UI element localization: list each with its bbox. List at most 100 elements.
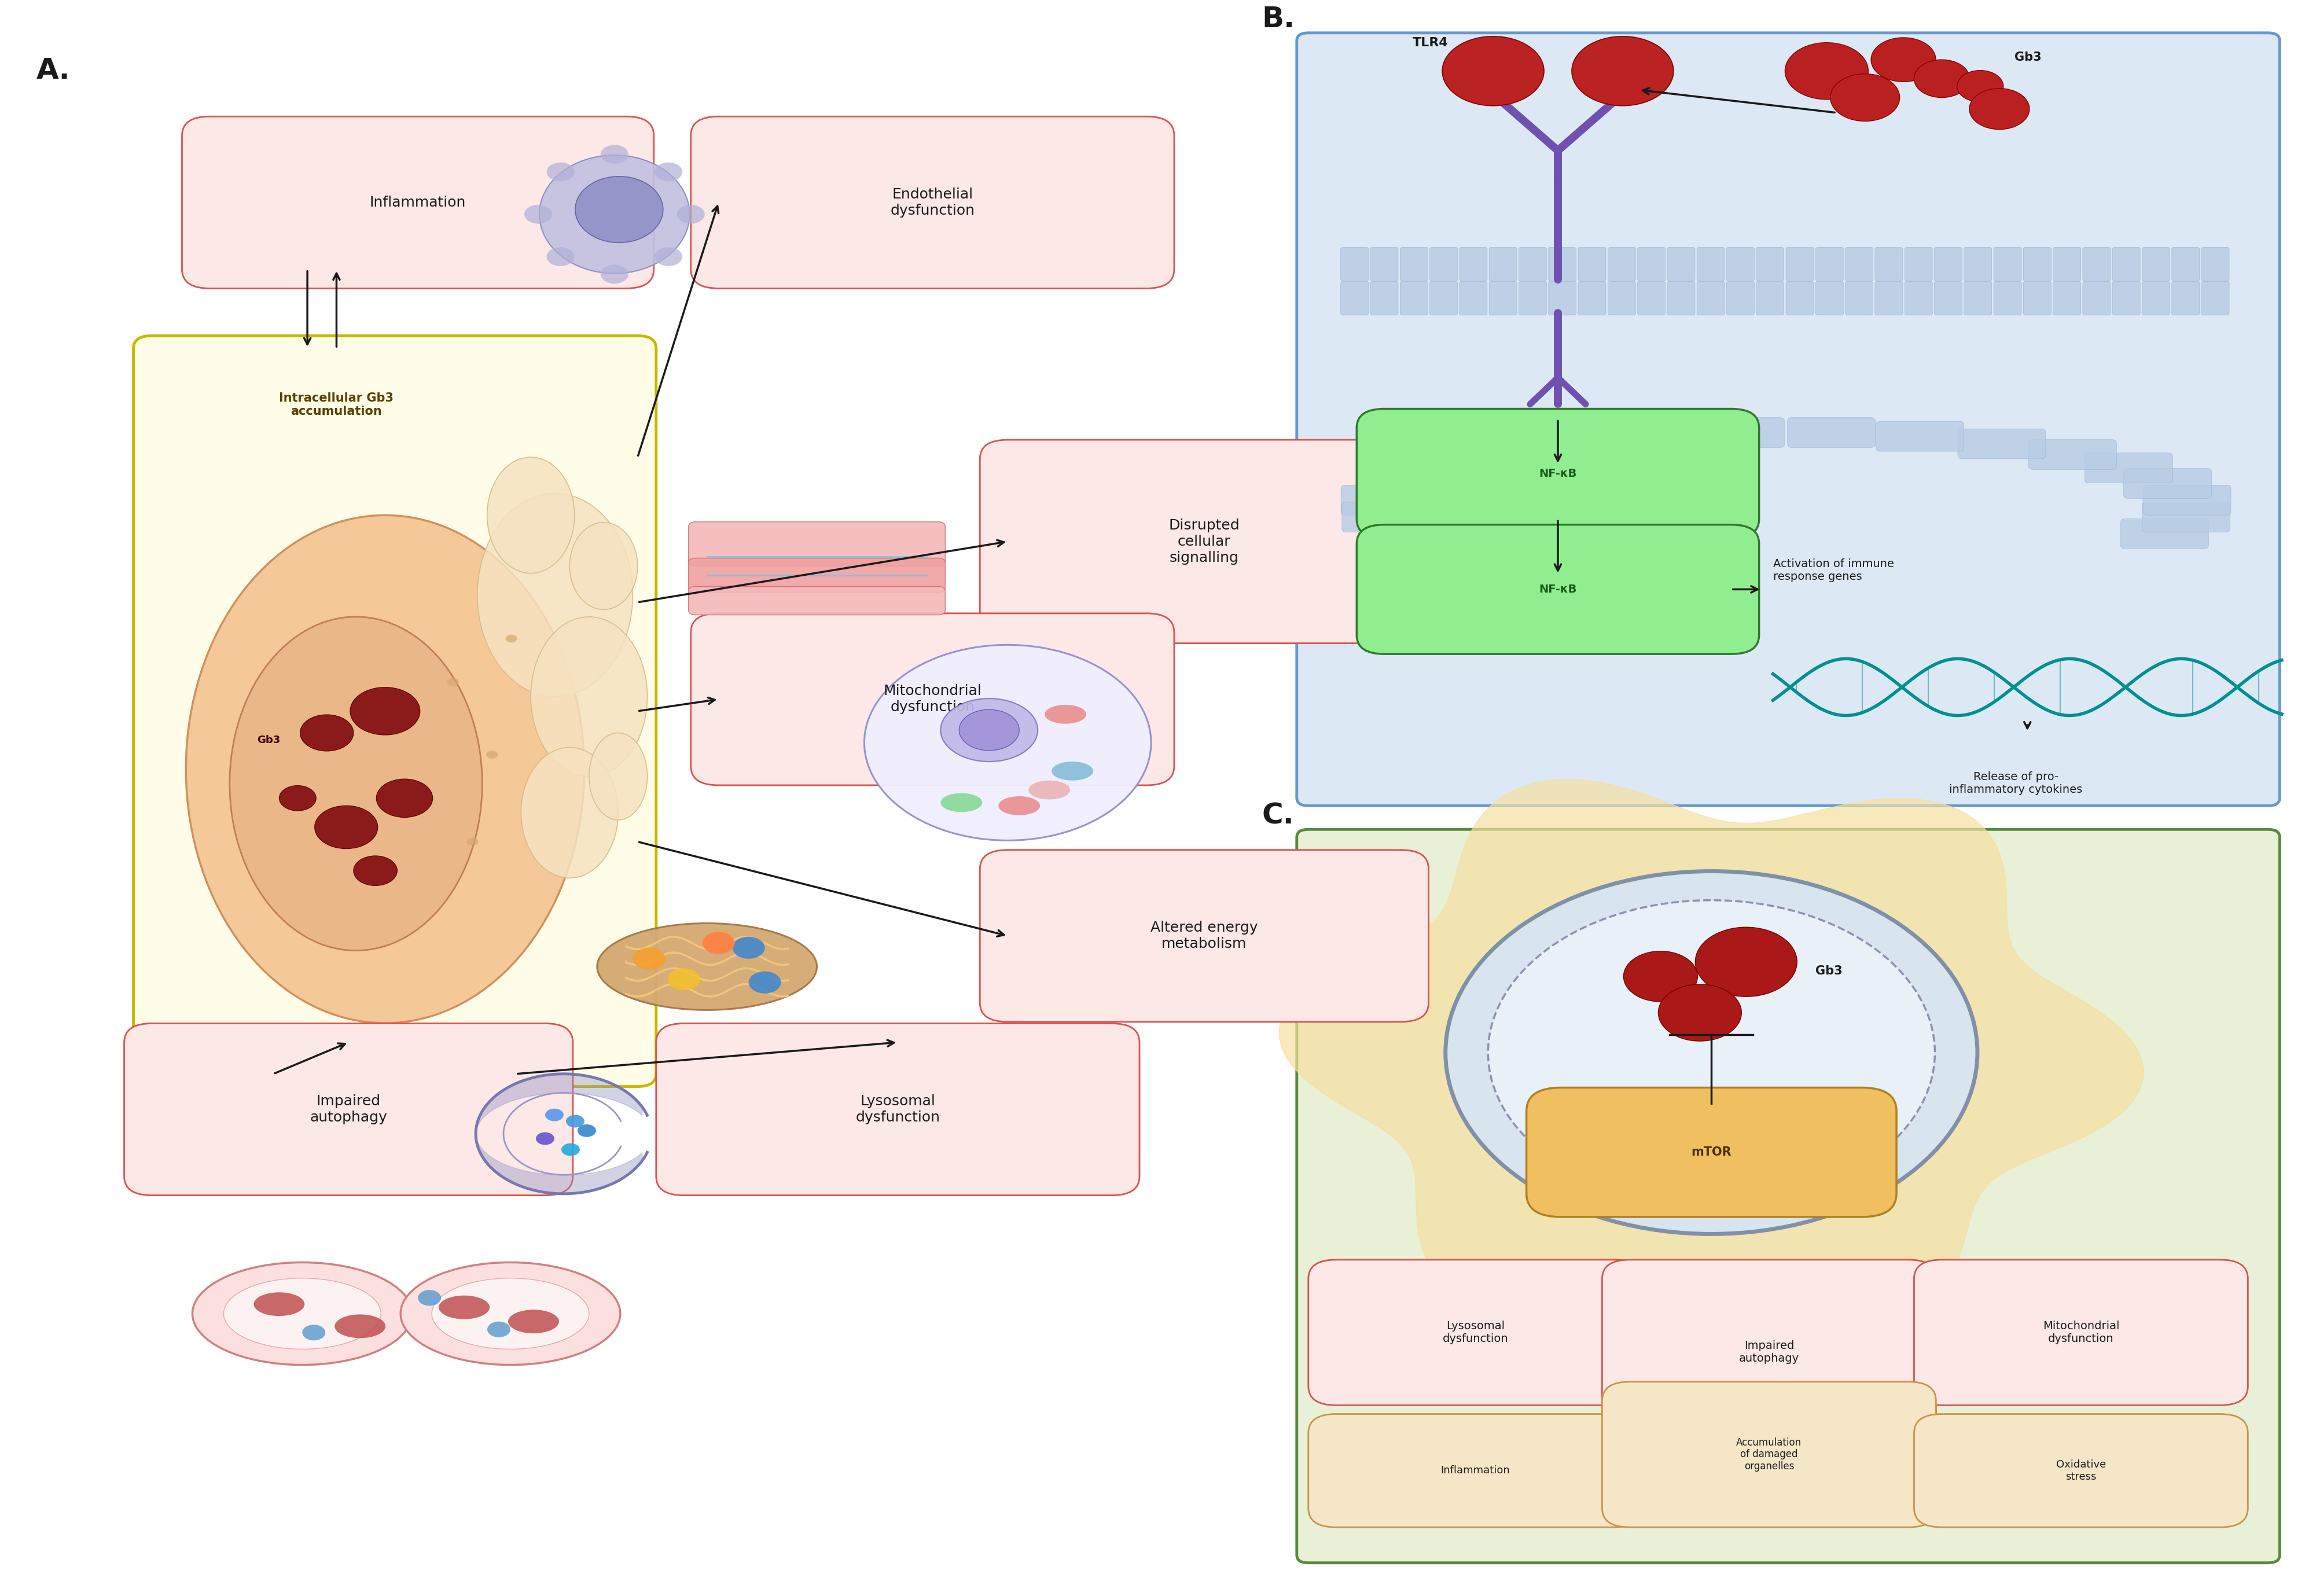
Circle shape: [864, 645, 1151, 841]
FancyBboxPatch shape: [1846, 247, 1874, 281]
Circle shape: [486, 1321, 510, 1337]
FancyBboxPatch shape: [134, 335, 655, 1087]
Circle shape: [1969, 88, 2029, 129]
FancyBboxPatch shape: [2082, 281, 2110, 314]
FancyBboxPatch shape: [2142, 485, 2230, 516]
Ellipse shape: [598, 922, 818, 1010]
Circle shape: [544, 1109, 563, 1122]
Circle shape: [350, 688, 419, 734]
Ellipse shape: [574, 177, 662, 243]
Circle shape: [1443, 37, 1545, 105]
Text: Altered energy
metabolism: Altered energy metabolism: [1151, 921, 1258, 951]
Ellipse shape: [225, 1278, 380, 1349]
Ellipse shape: [229, 616, 482, 951]
Circle shape: [354, 855, 398, 886]
FancyBboxPatch shape: [125, 1023, 572, 1195]
FancyBboxPatch shape: [1698, 281, 1725, 314]
Circle shape: [702, 932, 734, 954]
FancyBboxPatch shape: [2124, 468, 2212, 498]
FancyBboxPatch shape: [2082, 247, 2110, 281]
Text: Gb3: Gb3: [1816, 966, 1844, 977]
FancyBboxPatch shape: [1876, 281, 1904, 314]
FancyBboxPatch shape: [1756, 247, 1783, 281]
FancyBboxPatch shape: [1341, 485, 1429, 516]
Text: NF-κB: NF-κB: [1538, 468, 1577, 479]
Circle shape: [1624, 951, 1698, 1002]
Text: Release of pro-
inflammatory cytokines: Release of pro- inflammatory cytokines: [1950, 771, 2082, 795]
Circle shape: [565, 1116, 584, 1127]
Circle shape: [600, 145, 628, 164]
FancyBboxPatch shape: [1788, 418, 1876, 447]
Ellipse shape: [507, 1310, 558, 1333]
Circle shape: [1957, 70, 2003, 102]
Circle shape: [547, 247, 574, 267]
FancyBboxPatch shape: [2121, 519, 2209, 549]
Circle shape: [600, 265, 628, 284]
FancyBboxPatch shape: [1357, 525, 1760, 654]
Text: Gb3: Gb3: [257, 734, 280, 745]
Text: Mitochondrial
dysfunction: Mitochondrial dysfunction: [2043, 1320, 2119, 1344]
Circle shape: [732, 937, 764, 959]
Ellipse shape: [998, 796, 1040, 816]
FancyBboxPatch shape: [1454, 439, 1542, 469]
FancyBboxPatch shape: [1846, 281, 1874, 314]
FancyBboxPatch shape: [1309, 1414, 1642, 1527]
Circle shape: [486, 750, 498, 758]
FancyBboxPatch shape: [2142, 503, 2230, 531]
FancyBboxPatch shape: [1401, 247, 1429, 281]
FancyBboxPatch shape: [1549, 247, 1577, 281]
Ellipse shape: [255, 1293, 306, 1317]
FancyBboxPatch shape: [1904, 247, 1932, 281]
Ellipse shape: [431, 1278, 588, 1349]
FancyBboxPatch shape: [690, 117, 1174, 289]
Ellipse shape: [530, 616, 648, 776]
Circle shape: [1658, 985, 1742, 1041]
Circle shape: [417, 1290, 440, 1306]
Circle shape: [523, 204, 551, 223]
FancyBboxPatch shape: [1964, 281, 1992, 314]
Circle shape: [655, 247, 683, 267]
FancyBboxPatch shape: [1297, 830, 2279, 1562]
FancyBboxPatch shape: [1786, 247, 1813, 281]
Circle shape: [303, 1325, 324, 1341]
FancyBboxPatch shape: [1603, 1259, 1936, 1444]
FancyBboxPatch shape: [1698, 418, 1783, 447]
FancyBboxPatch shape: [1357, 409, 1760, 538]
Circle shape: [301, 715, 354, 752]
FancyBboxPatch shape: [1429, 281, 1457, 314]
FancyBboxPatch shape: [1964, 247, 1992, 281]
FancyBboxPatch shape: [690, 613, 1174, 785]
Ellipse shape: [1028, 780, 1070, 800]
FancyBboxPatch shape: [2172, 247, 2200, 281]
Circle shape: [1913, 59, 1969, 97]
Circle shape: [560, 1143, 579, 1156]
FancyBboxPatch shape: [183, 117, 653, 289]
FancyBboxPatch shape: [1637, 281, 1665, 314]
Circle shape: [1871, 38, 1936, 81]
FancyBboxPatch shape: [1459, 281, 1487, 314]
Text: Endothelial
dysfunction: Endothelial dysfunction: [889, 187, 975, 217]
Text: TLR4: TLR4: [1413, 37, 1448, 48]
Text: Mitochondrial
dysfunction: Mitochondrial dysfunction: [882, 685, 982, 715]
FancyBboxPatch shape: [1913, 1259, 2249, 1404]
Ellipse shape: [540, 155, 690, 273]
FancyBboxPatch shape: [2024, 247, 2052, 281]
Text: Activation of immune
response genes: Activation of immune response genes: [1774, 559, 1894, 583]
FancyBboxPatch shape: [1698, 247, 1725, 281]
Text: Lysosomal
dysfunction: Lysosomal dysfunction: [1443, 1320, 1508, 1344]
Ellipse shape: [401, 1262, 621, 1365]
FancyBboxPatch shape: [1489, 281, 1517, 314]
Text: NF-κB: NF-κB: [1538, 584, 1577, 595]
Text: Inflammation: Inflammation: [371, 195, 466, 209]
Circle shape: [1445, 871, 1978, 1234]
Circle shape: [1573, 37, 1674, 105]
FancyBboxPatch shape: [1399, 453, 1487, 484]
Ellipse shape: [1045, 705, 1086, 723]
FancyBboxPatch shape: [1549, 281, 1577, 314]
Circle shape: [280, 785, 315, 811]
Text: B.: B.: [1262, 5, 1295, 34]
FancyBboxPatch shape: [1577, 281, 1605, 314]
Text: Impaired
autophagy: Impaired autophagy: [1739, 1341, 1800, 1365]
Ellipse shape: [334, 1315, 384, 1337]
FancyBboxPatch shape: [2024, 281, 2052, 314]
